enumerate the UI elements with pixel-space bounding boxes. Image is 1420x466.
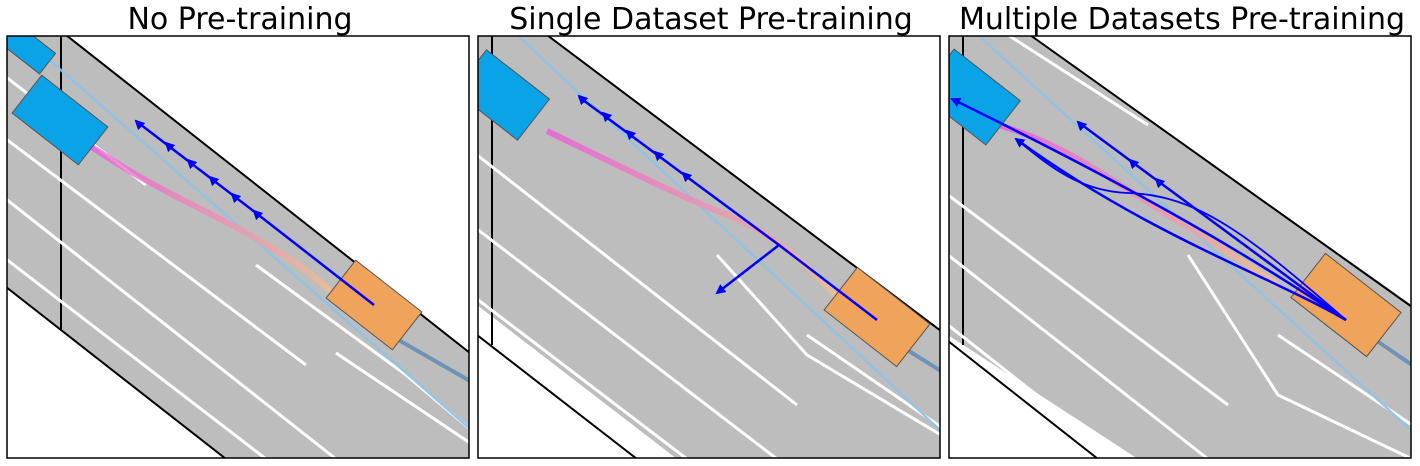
panel-multiple-datasets: Multiple Datasets Pre-training <box>948 0 1416 466</box>
panel-no-pretraining: No Pre-training <box>6 0 474 466</box>
panel-title: Single Dataset Pre-training <box>477 2 945 37</box>
panel-title: Multiple Datasets Pre-training <box>948 2 1416 37</box>
panel-single-dataset: Single Dataset Pre-training <box>477 0 945 466</box>
scene-single-dataset <box>477 35 941 459</box>
scene-multiple-datasets <box>948 35 1412 459</box>
panel-title: No Pre-training <box>6 2 474 37</box>
scene-no-pretraining <box>6 35 470 459</box>
